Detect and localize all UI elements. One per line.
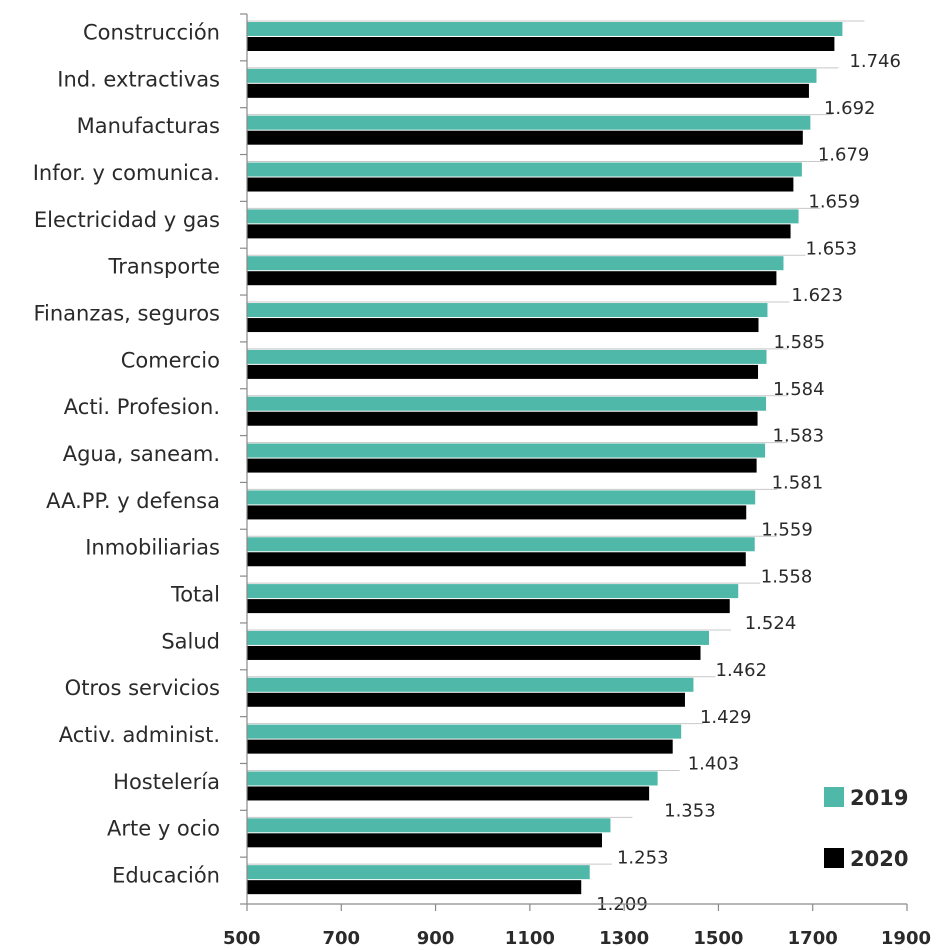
category-label: Manufacturas — [77, 114, 220, 138]
category-label: Total — [170, 583, 220, 607]
bar-2020 — [247, 224, 791, 239]
bar-2020 — [247, 37, 835, 51]
bar-2019 — [247, 865, 590, 880]
bar-2020 — [247, 364, 759, 379]
data-label: 1.746 — [849, 51, 901, 72]
bar-2020 — [247, 83, 809, 98]
bar-2020 — [247, 599, 730, 614]
legend-label: 2019 — [850, 786, 908, 810]
data-label: 1.679 — [818, 145, 870, 166]
bar-2020 — [247, 271, 777, 286]
x-tick-label: 700 — [322, 928, 360, 949]
bar-2019 — [247, 68, 817, 83]
data-label: 1.429 — [700, 707, 752, 728]
category-label: Otros servicios — [65, 676, 220, 700]
bar-2020 — [247, 692, 685, 707]
category-label: Salud — [161, 629, 220, 653]
bar-2019 — [247, 490, 756, 505]
data-label: 1.584 — [773, 379, 825, 400]
legend-swatch-2020 — [824, 848, 844, 868]
bar-2020 — [247, 552, 746, 567]
data-label: 1.353 — [664, 800, 716, 821]
data-label: 1.581 — [772, 473, 824, 494]
bar-2019 — [247, 209, 799, 224]
category-label: Acti. Profesion. — [64, 395, 220, 419]
x-tick-label: 1500 — [693, 928, 743, 949]
data-label: 1.253 — [617, 847, 669, 868]
bar-2019 — [247, 303, 768, 318]
bar-2019 — [247, 771, 658, 786]
category-label: Agua, saneam. — [63, 442, 220, 466]
data-label: 1.403 — [688, 754, 740, 775]
bar-2019 — [247, 443, 766, 458]
bar-2019 — [247, 584, 739, 599]
bar-2019 — [247, 349, 767, 364]
data-label: 1.524 — [745, 613, 797, 634]
category-label: Comercio — [121, 348, 220, 372]
data-label: 1.623 — [791, 285, 843, 306]
data-label: 1.559 — [761, 519, 813, 540]
bar-2020 — [247, 505, 747, 520]
category-label: Construcción — [83, 20, 220, 44]
data-label: 1.583 — [773, 426, 825, 447]
x-tick-label: 1700 — [788, 928, 838, 949]
x-tick-label: 500 — [223, 928, 261, 949]
category-label: Activ. administ. — [59, 723, 220, 747]
bar-2020 — [247, 318, 759, 333]
x-tick-label: 1100 — [505, 928, 555, 949]
bar-2019 — [247, 396, 767, 411]
bar-2020 — [247, 786, 650, 801]
bar-2020 — [247, 411, 758, 426]
data-label: 1.558 — [761, 566, 813, 587]
bar-2020 — [247, 458, 757, 473]
bar-2019 — [247, 162, 802, 177]
data-label: 1.659 — [808, 192, 860, 213]
data-label: 1.585 — [774, 332, 826, 353]
x-tick-label: 1900 — [881, 928, 931, 949]
category-label: Ind. extractivas — [57, 67, 220, 91]
x-tick-label: 900 — [417, 928, 455, 949]
bar-2019 — [247, 22, 843, 36]
bar-2020 — [247, 130, 803, 145]
category-label: Arte y ocio — [107, 817, 220, 841]
bar-2020 — [247, 880, 582, 895]
bar-2019 — [247, 537, 755, 552]
category-label: Educación — [112, 864, 220, 888]
category-label: AA.PP. y defensa — [46, 489, 220, 513]
category-label: Electricidad y gas — [34, 208, 220, 232]
bar-2019 — [247, 630, 709, 645]
x-tick-label: 1300 — [599, 928, 649, 949]
bar-2019 — [247, 724, 682, 739]
bar-2020 — [247, 645, 701, 660]
bar-2019 — [247, 115, 811, 130]
bar-2020 — [247, 177, 794, 192]
legend-swatch-2019 — [824, 787, 844, 807]
data-label: 1.653 — [806, 238, 858, 259]
data-label: 1.692 — [824, 98, 876, 119]
bar-2019 — [247, 677, 694, 692]
bar-2020 — [247, 739, 673, 754]
bar-2019 — [247, 256, 784, 271]
category-label: Inmobiliarias — [85, 536, 220, 560]
category-label: Infor. y comunica. — [33, 161, 220, 185]
category-label: Finanzas, seguros — [33, 301, 220, 325]
category-label: Hostelería — [113, 770, 220, 794]
bar-2020 — [247, 833, 602, 848]
bar-2019 — [247, 818, 611, 833]
data-label: 1.209 — [596, 894, 648, 915]
legend-label: 2020 — [850, 847, 908, 871]
category-label: Transporte — [108, 255, 220, 279]
data-label: 1.462 — [716, 660, 768, 681]
